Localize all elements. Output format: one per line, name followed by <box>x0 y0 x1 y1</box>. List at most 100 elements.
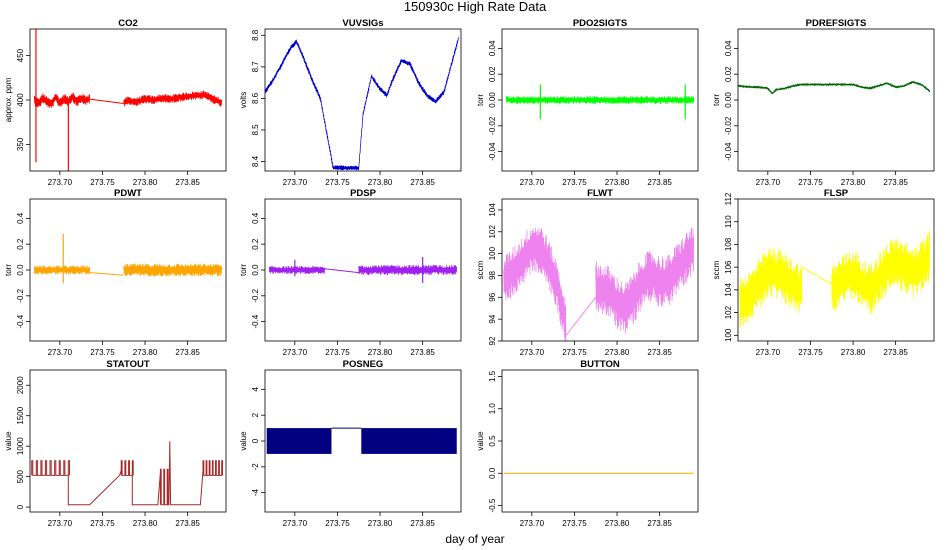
x-tick-label: 273.75 <box>325 178 350 187</box>
x-tick-label: 273.70 <box>520 178 545 187</box>
x-tick-label: 273.75 <box>325 519 350 528</box>
data-band <box>361 428 457 454</box>
y-tick-label: 102 <box>724 305 733 319</box>
y-tick-label: 96 <box>488 292 497 301</box>
x-tick-label: 273.85 <box>647 348 672 357</box>
series-line <box>33 265 91 275</box>
x-tick-label: 273.70 <box>756 348 781 357</box>
series-line <box>31 460 70 476</box>
panel-pdrefsigts: PDREFSIGTS 273.70 273.75 273.80 273.85 -0.04 -… <box>712 18 935 187</box>
y-tick-label: 500 <box>16 469 25 483</box>
series-line <box>801 266 832 285</box>
panel-title: CO2 <box>118 18 138 29</box>
x-tick-label: 273.80 <box>841 178 866 187</box>
y-tick-label: 450 <box>16 48 25 62</box>
y-axis-label: sccm <box>476 260 485 279</box>
y-axis-label: approx. ppm <box>4 77 13 122</box>
panel-pdwt: PDWT 273.70 273.75 273.80 273.85 -0.4 -0.2 0.0 0… <box>4 188 227 357</box>
y-tick-label: 102 <box>488 225 497 239</box>
panel-title: PDREFSIGTS <box>806 18 867 29</box>
x-tick-label: 273.70 <box>520 519 545 528</box>
panel-title: POSNEG <box>343 359 384 370</box>
y-tick-label: 112 <box>724 192 733 205</box>
y-tick-label: 2 <box>251 412 260 417</box>
series-line <box>739 247 803 327</box>
y-tick-label: 110 <box>724 215 733 228</box>
x-tick-label: 273.80 <box>133 519 158 528</box>
y-tick-label: 106 <box>724 260 733 274</box>
y-tick-label: -0.2 <box>251 288 260 302</box>
panel-title: FLWT <box>587 188 613 199</box>
x-tick-label: 273.80 <box>605 348 630 357</box>
x-tick-label: 273.85 <box>175 348 200 357</box>
x-tick-label: 273.80 <box>368 178 393 187</box>
y-tick-label: 8.6 <box>251 92 260 104</box>
panel-title: PDSP <box>350 188 377 199</box>
x-tick-label: 273.85 <box>647 519 672 528</box>
x-tick-label: 273.80 <box>133 348 158 357</box>
y-tick-label: 0.04 <box>488 40 497 56</box>
series-line <box>503 227 567 341</box>
series-line <box>120 460 134 476</box>
y-axis-label: sccm <box>712 260 721 279</box>
series-line <box>505 96 695 104</box>
series-line <box>131 472 161 506</box>
panel-button: BUTTON 273.70 273.75 273.80 273.85 -0.5 0.0 0.5… <box>476 359 699 528</box>
y-tick-label: -0.02 <box>488 116 497 135</box>
y-tick-label: -0.4 <box>251 314 260 328</box>
y-tick-label: 0.02 <box>724 66 733 82</box>
series-line <box>159 468 169 506</box>
x-tick-label: 273.85 <box>175 519 200 528</box>
data-band <box>266 428 332 454</box>
y-tick-label: 0.4 <box>251 212 260 224</box>
panel-flwt: FLWT 273.70 273.75 273.80 273.85 92 94 96 98 100 1… <box>476 188 699 357</box>
plot-frame <box>501 198 699 342</box>
panel-title: PDO2SIGTS <box>573 18 627 29</box>
x-tick-label: 273.85 <box>410 519 435 528</box>
panel-title: FLSP <box>824 188 849 199</box>
panel-title: BUTTON <box>580 359 620 370</box>
y-tick-label: -2 <box>251 463 260 471</box>
series-line <box>265 37 459 171</box>
plot-frame <box>264 28 462 172</box>
x-tick-label: 273.80 <box>605 178 630 187</box>
y-tick-label: 2000 <box>16 376 25 394</box>
panel-title: PDWT <box>114 188 142 199</box>
x-tick-label: 273.75 <box>798 178 823 187</box>
panel-statout: STATOUT 273.70 273.75 273.80 273.85 0 500 1000 1… <box>4 359 227 528</box>
plot-frame <box>501 369 699 513</box>
x-tick-label: 273.70 <box>756 178 781 187</box>
x-tick-label: 273.75 <box>562 178 587 187</box>
y-tick-label: 8.4 <box>251 155 260 167</box>
x-tick-label: 273.70 <box>283 178 308 187</box>
y-tick-label: 92 <box>488 336 497 345</box>
y-tick-label: 94 <box>488 314 497 323</box>
plot-area <box>505 84 695 120</box>
y-tick-label: 1500 <box>16 406 25 424</box>
y-tick-label: 0.00 <box>724 92 733 108</box>
figure-title: 150930c High Rate Data <box>404 0 547 14</box>
series-line <box>167 441 204 506</box>
y-tick-label: 8.8 <box>251 29 260 41</box>
y-tick-label: -0.2 <box>16 288 25 302</box>
panel-pdo2sigts: PDO2SIGTS 273.70 273.75 273.80 273.85 -0.04 -0… <box>476 18 699 187</box>
y-axis-label: volts <box>239 92 248 108</box>
y-tick-label: 0.00 <box>488 92 497 108</box>
y-tick-label: 0.5 <box>488 435 497 447</box>
plot-area <box>738 80 931 94</box>
y-axis-label: torr <box>712 94 721 106</box>
y-tick-label: 0.2 <box>16 238 25 250</box>
plot-frame <box>29 369 227 513</box>
x-tick-label: 273.80 <box>368 519 393 528</box>
series-line <box>123 90 223 107</box>
x-tick-label: 273.80 <box>368 348 393 357</box>
series-line <box>565 296 597 336</box>
x-tick-label: 273.85 <box>410 348 435 357</box>
y-tick-label: 0.04 <box>724 40 733 56</box>
y-tick-label: -0.04 <box>724 142 733 161</box>
y-tick-label: 8.7 <box>251 61 260 73</box>
y-tick-label: 0 <box>251 438 260 443</box>
x-tick-label: 273.85 <box>883 178 908 187</box>
y-tick-label: 1.0 <box>488 403 497 415</box>
